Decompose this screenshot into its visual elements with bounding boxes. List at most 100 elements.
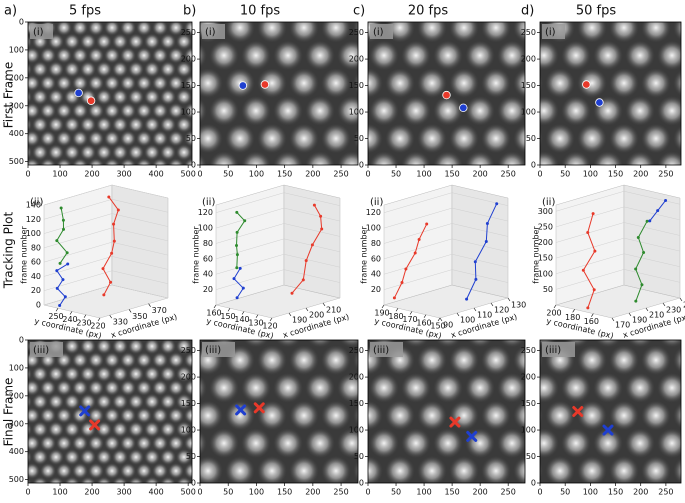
y-tick-label: 250 [48, 312, 63, 321]
y-tick-label: 170 [402, 315, 417, 324]
y-tick-label: 50 [526, 134, 536, 143]
x-tick-label: 200 [473, 170, 488, 179]
x-tick-label: 100 [460, 316, 475, 325]
z-tick-label: 150 [538, 254, 553, 263]
column-letter: d) [521, 4, 534, 19]
trajectory-point [634, 267, 638, 271]
y-tick-label: 200 [349, 55, 364, 64]
z-tick-label: 100 [538, 269, 553, 278]
y-tick-label: 150 [521, 81, 536, 90]
x-tick-label: 100 [52, 488, 67, 497]
trajectory [102, 196, 119, 296]
y-tick-label: 200 [9, 73, 24, 82]
x-tick-label: 120 [494, 306, 509, 315]
y-tick-label: 200 [181, 55, 196, 64]
pane-side [283, 184, 341, 299]
z-tick-label: 50 [543, 285, 553, 294]
pane-side [623, 184, 681, 299]
trajectory-point [404, 267, 408, 271]
axes-frame [539, 339, 682, 484]
trajectory [56, 207, 68, 264]
grid-line [43, 256, 169, 277]
z-tick-label: 80 [31, 243, 41, 252]
trajectory-point [235, 210, 239, 214]
trajectory-point [586, 230, 590, 234]
z-tick-label: 120 [366, 208, 381, 217]
x-tick-label: 0 [537, 488, 542, 497]
grid-line [555, 253, 681, 274]
y-tick [381, 304, 385, 309]
z-tick-label: 80 [371, 239, 381, 248]
y-tick-label: 500 [9, 475, 24, 484]
x-tick-label: 0 [197, 170, 202, 179]
y-tick [83, 314, 87, 318]
x-tick [305, 307, 309, 312]
y-tick [395, 308, 399, 312]
x-tick-label: 370 [152, 306, 167, 315]
panel-tag-box [202, 24, 225, 39]
x-tick-label: 150 [277, 488, 292, 497]
trajectory-point [465, 297, 469, 301]
trajectory-point [310, 243, 314, 247]
x-tick [490, 302, 494, 307]
axes-frame [199, 339, 359, 484]
trajectory-point [62, 227, 66, 231]
trajectory-point [425, 222, 429, 226]
z-tick-label: 120 [26, 215, 41, 224]
x-tick-label: 300 [116, 488, 131, 497]
x-tick-label: 90 [443, 321, 453, 330]
x-tick-label: 100 [52, 170, 67, 179]
x-tick-label: 0 [25, 170, 30, 179]
axes-frame [27, 339, 193, 484]
trajectory-point [290, 291, 294, 295]
trajectory-point [485, 221, 489, 225]
column-letter: b) [183, 4, 196, 19]
y-tick-label: 100 [181, 426, 196, 435]
y-tick-label: 300 [9, 419, 24, 428]
y-tick-label: 400 [9, 129, 24, 138]
x-tick-label: 0 [365, 488, 370, 497]
y-tick-label: 0 [191, 161, 196, 170]
x-tick-label: 400 [148, 170, 163, 179]
particle-marker [449, 416, 461, 428]
grid-line [555, 206, 681, 228]
x-tick [148, 303, 151, 307]
y-tick-label: 300 [9, 101, 24, 110]
trajectory-point [301, 278, 305, 282]
panel-tag: (ii) [542, 197, 555, 208]
z-axis-label: frame number [360, 226, 369, 284]
z-tick-label: 40 [203, 270, 213, 279]
z-tick-label: 60 [371, 254, 381, 263]
particle-marker [74, 88, 83, 98]
y-tick-label: 150 [349, 81, 364, 90]
y-tick-label: 190 [374, 309, 389, 318]
y-tick [269, 317, 273, 322]
grid-line [215, 238, 341, 260]
trajectory-point [109, 280, 113, 284]
x-tick-label: 100 [249, 488, 264, 497]
trajectory [56, 263, 68, 306]
grid-line [555, 269, 681, 290]
y-tick [553, 304, 557, 309]
x-tick-label: 250 [501, 170, 516, 179]
panel-tag-box [202, 342, 235, 357]
x-tick-label: 0 [365, 170, 370, 179]
y-tick-label: 150 [220, 312, 235, 321]
x-tick-label: 210 [649, 311, 664, 320]
trajectory-point [591, 212, 595, 216]
y-tick-label: 50 [186, 134, 196, 143]
y-tick-label: 100 [521, 426, 536, 435]
trajectory-point [232, 277, 236, 281]
particle-marker [79, 405, 91, 417]
trajectory [235, 212, 246, 268]
y-tick-label: 0 [359, 479, 364, 488]
y-tick-label: 160 [206, 309, 221, 318]
micrograph [368, 340, 525, 483]
x-tick-label: 250 [333, 488, 348, 497]
z-tick-label: 60 [31, 258, 41, 267]
column-title: 5 fps [69, 4, 101, 19]
y-tick-label: 160 [416, 318, 431, 327]
micrograph [200, 22, 358, 165]
x-tick [288, 312, 292, 317]
y-tick-label: 140 [234, 315, 249, 324]
